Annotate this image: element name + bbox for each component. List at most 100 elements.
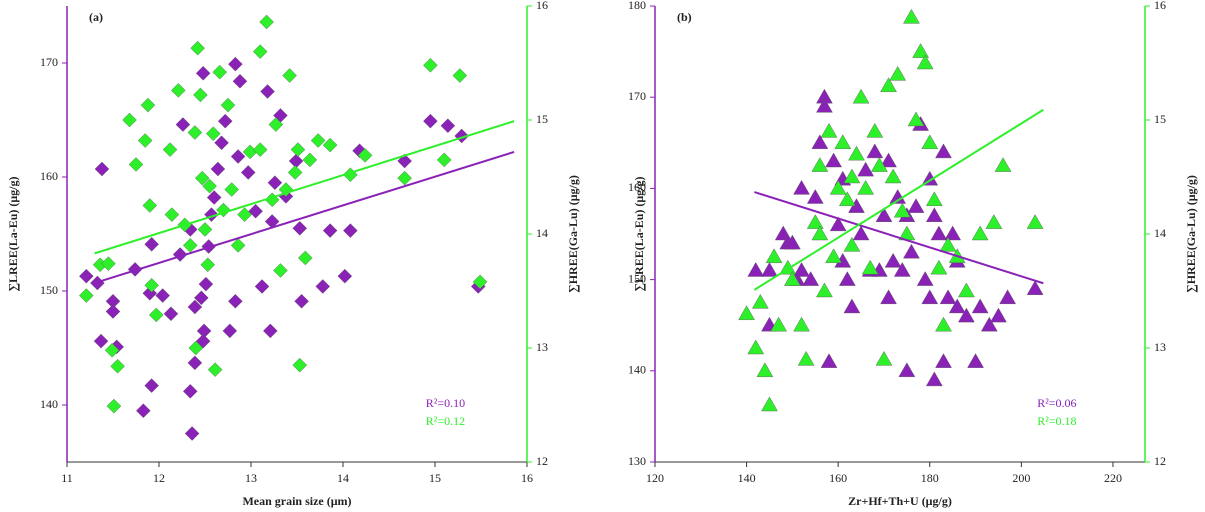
point <box>916 271 934 286</box>
point <box>889 65 907 81</box>
trend-line <box>94 120 515 255</box>
point <box>175 117 191 132</box>
point <box>838 271 856 286</box>
point <box>994 157 1012 172</box>
point <box>184 426 200 441</box>
point <box>228 293 243 309</box>
y-tick-label: 150 <box>40 283 58 297</box>
point <box>825 152 842 168</box>
point <box>816 97 833 113</box>
point <box>829 179 847 195</box>
point <box>843 168 861 184</box>
point <box>206 190 222 205</box>
point <box>875 350 893 366</box>
point <box>94 161 110 177</box>
y2-tick-label: 13 <box>1154 340 1166 354</box>
point <box>884 252 902 268</box>
point <box>230 149 246 164</box>
point <box>834 134 852 149</box>
point <box>990 307 1007 323</box>
point <box>128 157 144 172</box>
point <box>148 307 164 323</box>
point <box>811 157 829 172</box>
point <box>843 236 861 252</box>
x-tick-label: 15 <box>429 471 441 485</box>
point <box>163 306 179 322</box>
point <box>144 278 159 293</box>
point <box>337 268 353 284</box>
point <box>770 316 787 332</box>
point <box>436 152 452 168</box>
panel-label: (a) <box>89 10 103 24</box>
point <box>263 323 278 339</box>
point <box>958 307 975 323</box>
point <box>194 290 209 306</box>
point <box>267 175 283 190</box>
point <box>926 191 943 206</box>
x-tick-label: 200 <box>1012 471 1030 485</box>
point <box>472 274 488 290</box>
point <box>200 257 216 273</box>
point <box>357 148 373 163</box>
point <box>155 288 170 303</box>
point <box>926 371 943 387</box>
point <box>935 143 952 159</box>
point <box>190 40 205 56</box>
trend-line <box>94 150 515 284</box>
y2-tick-label: 13 <box>536 340 548 354</box>
point <box>939 236 957 252</box>
point <box>222 323 238 339</box>
y2-tick-label: 16 <box>1154 0 1166 12</box>
point <box>423 113 438 129</box>
y2-tick-label: 14 <box>536 226 548 240</box>
point <box>122 112 137 128</box>
point <box>198 276 214 292</box>
y2-axis-title: ∑HREE(Ga-Lu) (μg/g) <box>1184 175 1198 293</box>
point <box>784 234 801 250</box>
y2-tick-label: 14 <box>1154 226 1166 240</box>
point <box>322 223 338 238</box>
point <box>137 133 153 148</box>
point <box>811 225 829 241</box>
point <box>288 153 304 169</box>
point <box>747 262 765 277</box>
y-tick-label: 170 <box>628 89 646 103</box>
x-tick-label: 120 <box>646 471 664 485</box>
point <box>893 202 911 218</box>
point <box>93 333 109 349</box>
point <box>322 137 338 153</box>
point <box>237 207 252 222</box>
point <box>194 170 210 186</box>
trend-line <box>754 191 1044 285</box>
point <box>806 214 824 229</box>
x-tick-label: 13 <box>245 471 257 485</box>
point <box>871 157 888 172</box>
point <box>985 214 1003 229</box>
point <box>980 316 998 332</box>
point <box>880 77 897 92</box>
point <box>228 56 243 72</box>
point <box>105 304 121 319</box>
point <box>889 189 907 204</box>
point <box>282 68 297 83</box>
point <box>907 198 925 213</box>
point <box>205 126 221 141</box>
y-tick-label: 140 <box>628 363 646 377</box>
point <box>903 8 920 24</box>
point <box>806 189 824 204</box>
point <box>144 236 159 252</box>
point <box>101 256 116 271</box>
point <box>302 152 318 168</box>
point <box>273 263 288 278</box>
point <box>866 122 884 138</box>
point <box>857 179 874 195</box>
point <box>811 134 829 149</box>
y2-tick-label: 12 <box>1154 454 1166 468</box>
point <box>207 362 223 377</box>
point <box>230 238 246 253</box>
point <box>195 65 211 81</box>
x-tick-label: 220 <box>1104 471 1122 485</box>
annotation: R²=0.06 <box>1037 396 1076 410</box>
